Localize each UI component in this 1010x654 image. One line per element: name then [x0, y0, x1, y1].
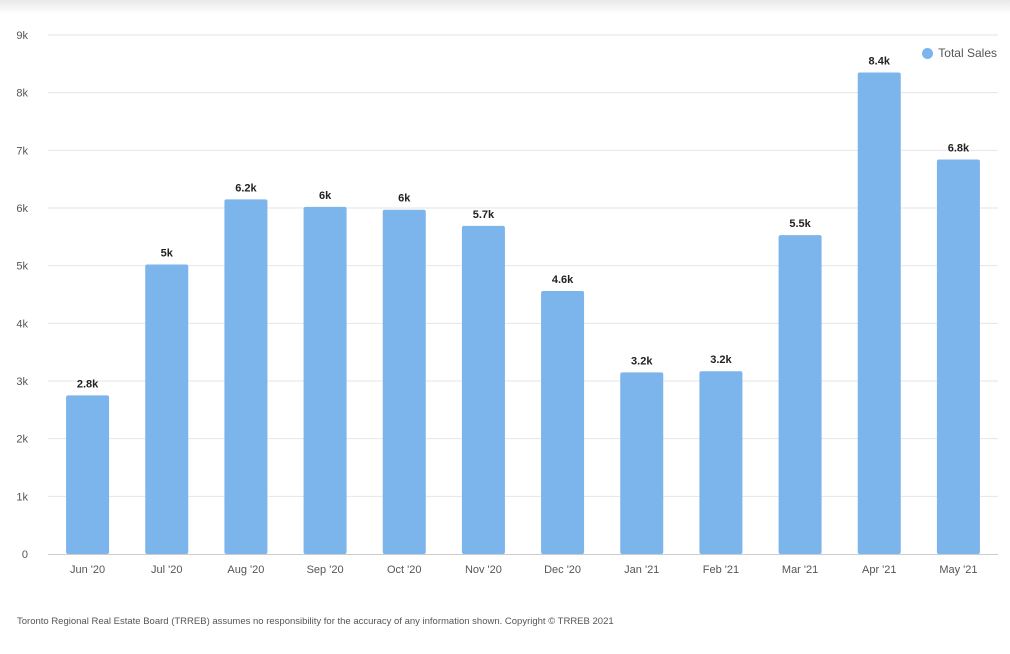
bar [382, 209, 426, 555]
footer-disclaimer: Toronto Regional Real Estate Board (TRRE… [17, 616, 614, 627]
top-shadow [0, 0, 1010, 14]
bar [303, 206, 347, 554]
data-label: 3.2k [631, 355, 653, 367]
bar [541, 291, 585, 554]
data-label: 5.7k [473, 209, 495, 221]
x-tick-label: Aug '20 [227, 564, 264, 576]
data-label: 4.6k [552, 274, 574, 286]
legend-label: Total Sales [938, 46, 997, 60]
bar [224, 199, 268, 554]
bar-chart: 0 1k 2k 3k 4k 5k 6k 7k 8k 9k 2.8k Jun '20 5k Jul '20 6… [16, 30, 998, 576]
legend-swatch [922, 47, 934, 59]
y-tick-label: 3k [16, 376, 28, 388]
x-tick-label: Dec '20 [544, 564, 581, 576]
y-tick-label: 8k [16, 88, 28, 100]
x-tick-label: Oct '20 [387, 564, 422, 576]
x-tick-label: Sep '20 [307, 564, 344, 576]
bar [620, 372, 664, 554]
data-label: 5k [161, 248, 174, 260]
x-tick-label: Apr '21 [862, 564, 897, 576]
y-tick-label: 5k [16, 261, 28, 273]
data-label: 3.2k [710, 354, 732, 366]
legend[interactable]: Total Sales [922, 46, 997, 60]
data-label: 6k [398, 193, 411, 205]
bar [461, 225, 505, 555]
data-label: 6.2k [235, 182, 257, 194]
bar [857, 72, 901, 554]
data-label: 6.8k [948, 143, 970, 155]
x-tick-label: Nov '20 [465, 564, 502, 576]
x-tick-label: Feb '21 [703, 564, 739, 576]
data-label: 5.5k [789, 218, 811, 230]
x-tick-label: Mar '21 [782, 564, 818, 576]
y-tick-label: 1k [16, 491, 28, 503]
bar [699, 371, 743, 554]
x-tick-label: Jul '20 [151, 564, 182, 576]
data-label: 8.4k [869, 55, 891, 67]
bar [936, 159, 980, 554]
y-tick-label: 7k [16, 145, 28, 157]
bar [145, 264, 189, 554]
x-tick-label: May '21 [939, 564, 977, 576]
y-tick-label: 9k [16, 30, 28, 42]
x-tick-label: Jun '20 [70, 564, 105, 576]
y-tick-label: 4k [16, 318, 28, 330]
bar [66, 395, 110, 554]
y-tick-label: 2k [16, 434, 28, 446]
y-tick-label: 6k [16, 203, 28, 215]
y-tick-label: 0 [22, 549, 28, 561]
data-label: 6k [319, 190, 332, 202]
data-label: 2.8k [77, 378, 99, 390]
bar [778, 235, 822, 554]
x-tick-label: Jan '21 [624, 564, 659, 576]
